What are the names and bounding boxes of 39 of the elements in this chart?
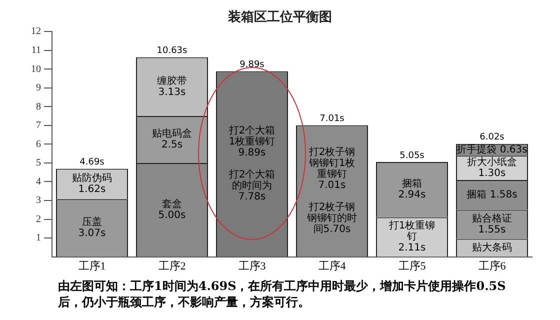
- total-label: 7.01s: [320, 114, 345, 124]
- y-tick-label: 3: [36, 195, 41, 206]
- data-label: 贴大条码: [472, 241, 512, 254]
- total-label: 4.69s: [80, 158, 105, 168]
- y-tick-label: 10: [31, 64, 41, 75]
- total-label: 9.89s: [240, 60, 265, 70]
- x-tick-label: 工序1: [78, 259, 106, 272]
- y-tick-label: 11: [31, 44, 41, 56]
- data-label: 贴防伪码 1.62s: [72, 172, 112, 196]
- x-tick-label: 工序5: [398, 259, 426, 272]
- y-tick-label: 5: [36, 158, 41, 169]
- data-label: 打2枚子钢钢铆钉1枚重铆钉 7.01s 打2枚子钢钢铆钉的时间5.70s: [306, 146, 357, 236]
- data-label: 打2个大箱1枚重铆钉 9.89s 打2个大箱的时间为7.78s: [228, 124, 276, 203]
- total-label: 5.05s: [400, 150, 425, 161]
- chart-title: 装箱区工位平衡图: [227, 10, 332, 26]
- data-label: 捆箱 2.94s: [398, 178, 426, 201]
- y-tick-label: 2: [36, 214, 41, 225]
- x-tick-label: 工序6: [478, 259, 506, 272]
- x-tick-label: 工序2: [158, 259, 186, 272]
- data-label: 捆箱 1.58s: [466, 188, 518, 200]
- x-tick-label: 工序4: [318, 259, 346, 272]
- y-tick-label: 8: [36, 101, 41, 112]
- y-tick-label: 6: [36, 138, 41, 150]
- data-label: 贴电码盒 2.5s: [152, 128, 192, 151]
- y-tick-label: 7: [36, 120, 41, 132]
- text: 由左图可知：工序1时间为4.69S，在所有工序中用时最少，增加卡片使用操作0.5S后，仍小于瓶颈工序，不影响产量，方案可行。: [57, 278, 507, 310]
- data-label: 压盖 3.07s: [78, 216, 106, 240]
- data-label: 套盒 5.00s: [158, 198, 186, 221]
- data-label: 贴合格证 1.55s: [472, 212, 512, 236]
- data-label: 折大小纸盒 1.30s: [467, 156, 517, 179]
- y-tick-label: 9: [36, 82, 41, 94]
- total-label: 6.02s: [480, 132, 505, 143]
- y-tick-label: 12: [31, 26, 41, 38]
- y-tick-label: 1: [36, 232, 41, 244]
- total-label: 10.63s: [156, 46, 188, 56]
- data-label: 缠胶带 3.13s: [157, 74, 187, 98]
- data-label: 打1枚重铆钉 2.11s: [388, 220, 436, 254]
- x-tick-label: 工序3: [238, 259, 266, 272]
- y-tick-label: 4: [36, 176, 41, 188]
